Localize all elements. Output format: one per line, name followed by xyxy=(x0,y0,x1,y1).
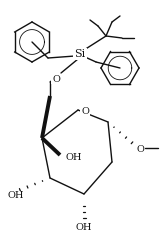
Text: O: O xyxy=(52,74,60,84)
Text: OH: OH xyxy=(8,192,24,200)
Text: Si: Si xyxy=(74,49,86,59)
Text: O: O xyxy=(81,108,89,116)
Text: OH: OH xyxy=(66,152,82,162)
Text: O: O xyxy=(136,144,144,154)
Text: OH: OH xyxy=(76,223,92,233)
